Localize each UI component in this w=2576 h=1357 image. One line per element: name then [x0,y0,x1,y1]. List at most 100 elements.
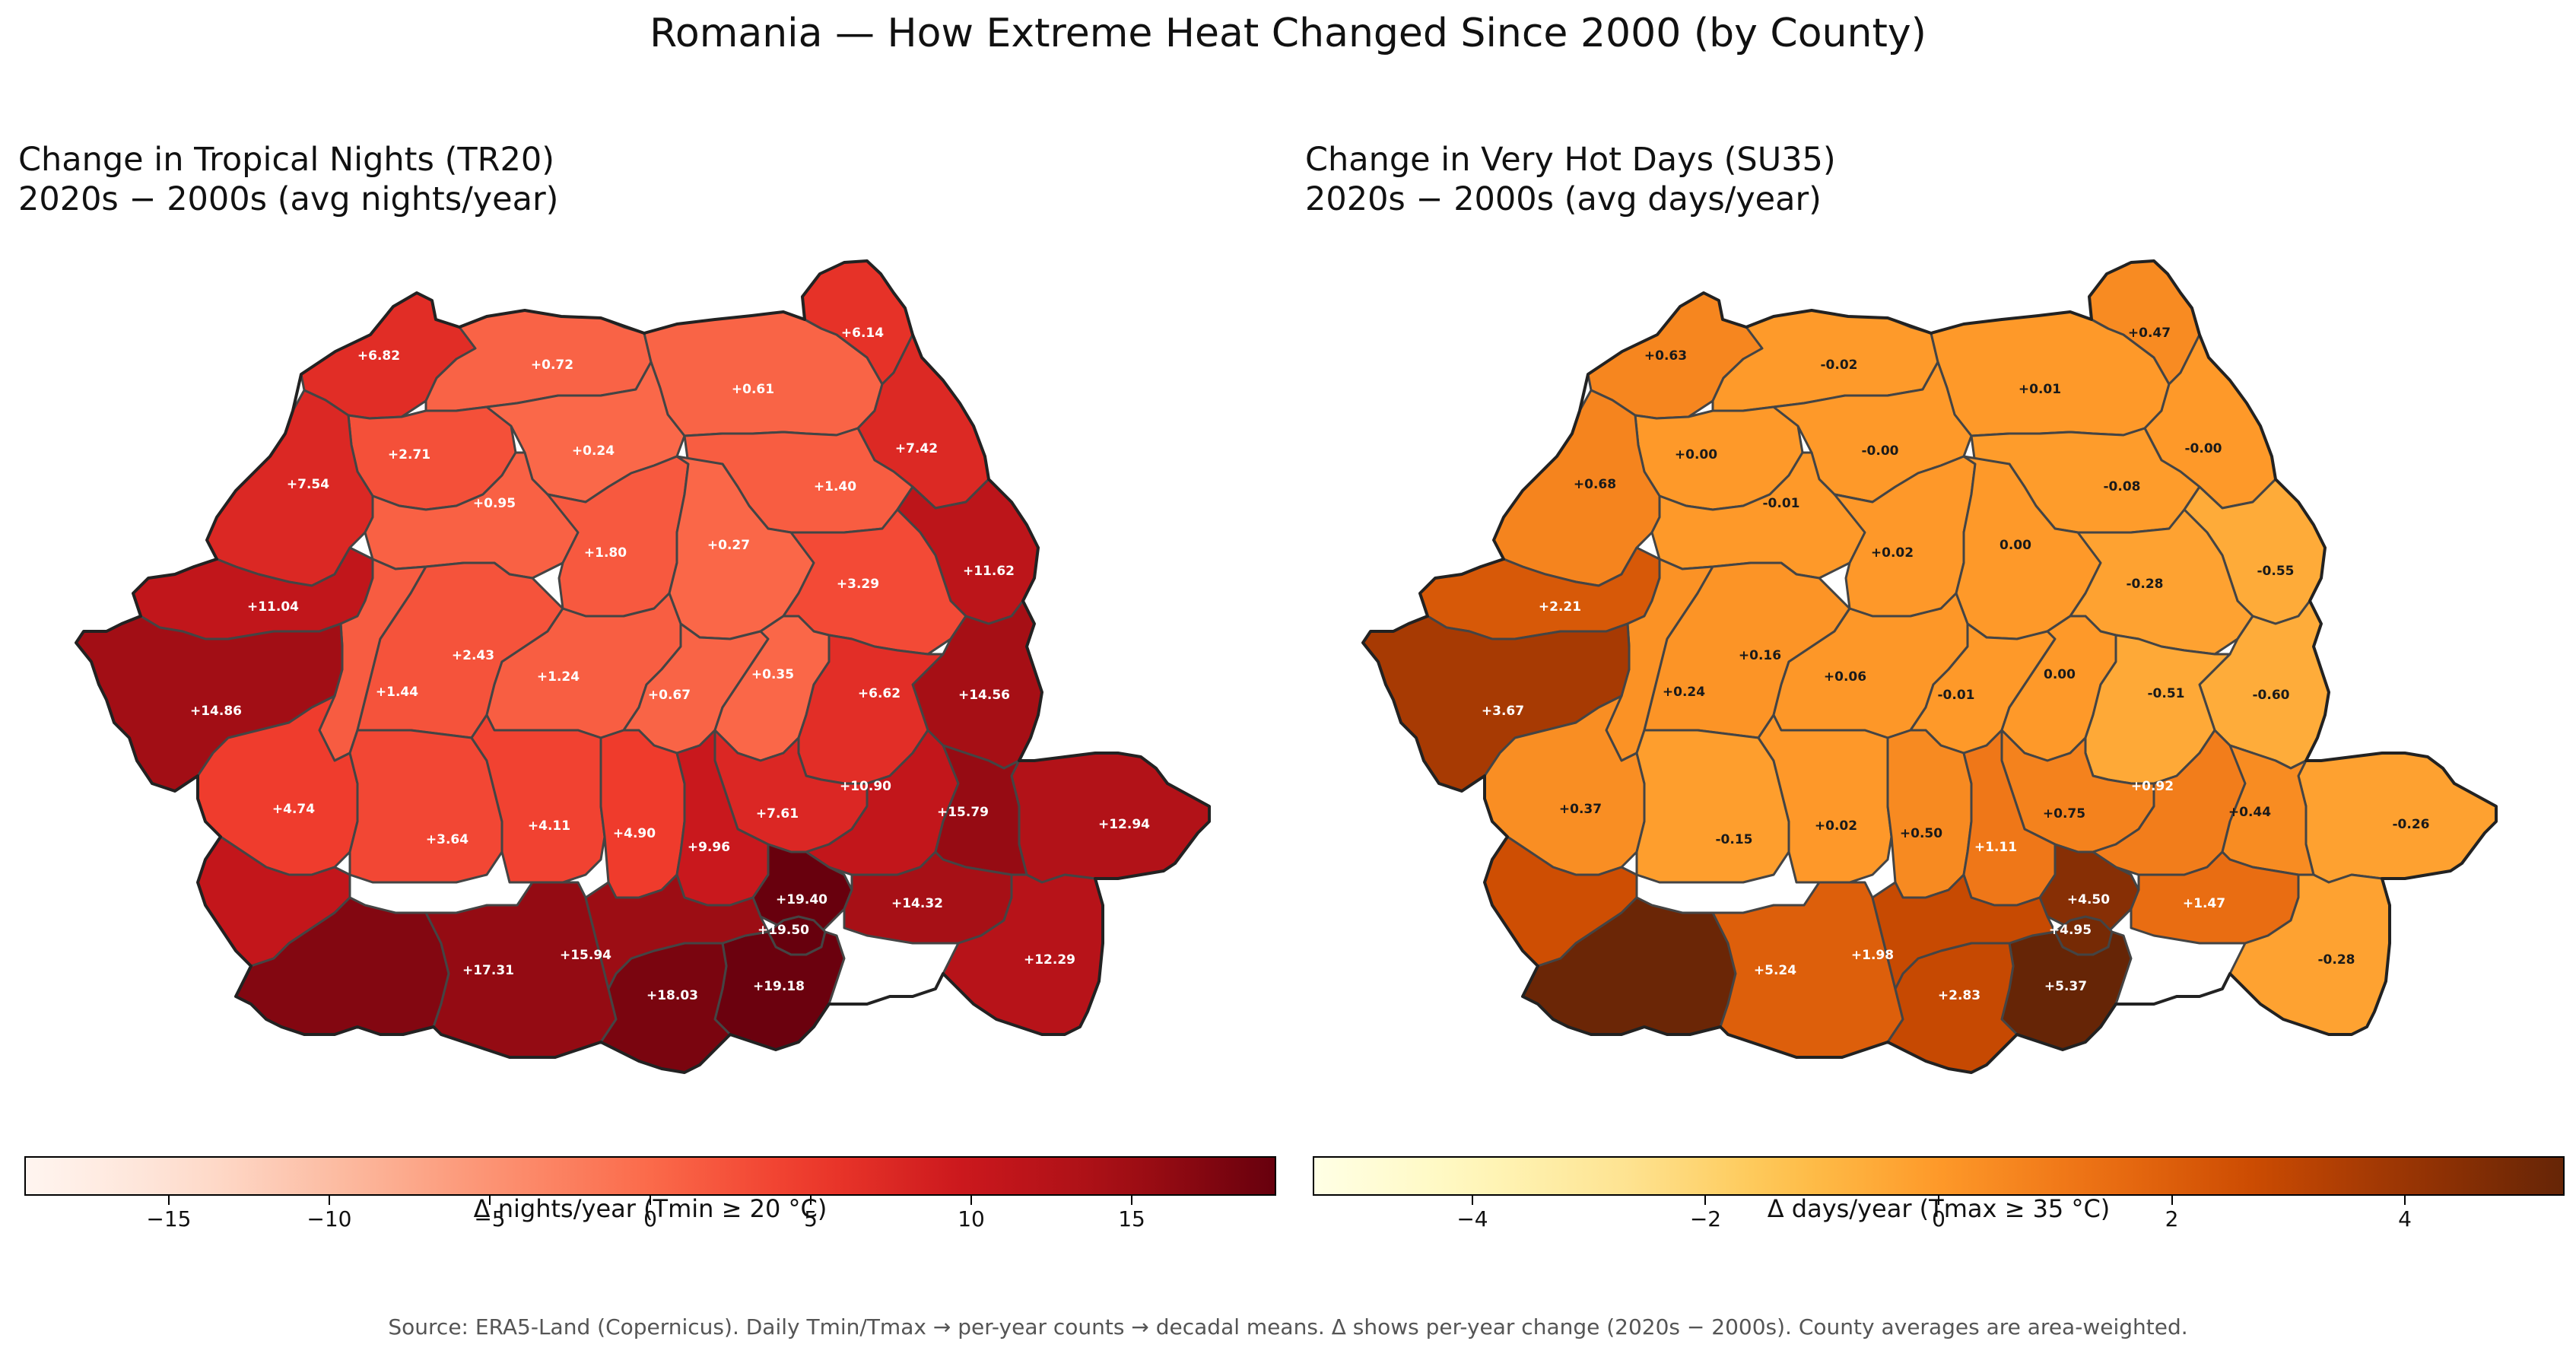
right-colorbar-tick [1704,1196,1707,1205]
su35-value-label-is: -0.00 [2185,441,2222,456]
tr20-value-label-ms: +1.80 [584,545,627,561]
right-colorbar-label: Δ days/year (Tmax ≥ 35 °C) [1767,1194,2111,1223]
tr20-value-label-vn: +0.35 [751,667,794,682]
su35-value-label-cl: +1.47 [2183,896,2225,911]
tr20-value-label-tl: +12.94 [1098,817,1150,832]
su35-value-label-bz: -0.51 [2148,686,2185,701]
su35-value-label-dj: +1.98 [1851,948,1894,963]
tr20-value-label-gl: +14.56 [958,688,1010,703]
left-title-line2: 2020s − 2000s (avg nights/year) [18,180,559,218]
left-colorbar-tick-label: 10 [958,1206,985,1231]
tr20-value-label-gr: +19.18 [753,979,805,994]
su35-value-label-tr: +2.83 [1938,988,1980,1003]
figure-title: Romania — How Extreme Heat Changed Since… [650,11,1926,56]
tr20-value-label-br: +10.90 [840,779,891,794]
tr20-value-label-tr: +18.03 [646,988,698,1003]
left-colorbar-tick-label: 5 [804,1206,818,1231]
right-colorbar-tick-label: 4 [2398,1206,2412,1231]
right-colorbar [1313,1156,2565,1196]
tr20-value-label-cl: +14.32 [891,896,943,911]
tr20-value-label-cs: +10.75 [388,896,440,911]
tr20-value-label-il: +15.79 [937,805,989,820]
right-colorbar-tick-label: −2 [1689,1206,1722,1231]
left-colorbar-tick [810,1196,812,1205]
left-colorbar-tick [328,1196,330,1205]
tr20-value-label-nt: +1.40 [814,479,856,494]
left-colorbar-label: Δ nights/year (Tmin ≥ 20 °C) [473,1194,827,1223]
su35-value-label-cs: +2.61 [1679,896,1722,911]
tr20-value-label-sm: +6.82 [357,348,400,364]
left-colorbar [24,1156,1276,1196]
tr20-county-ag [470,713,606,884]
tr20-value-label-b: +19.50 [758,923,809,938]
tr20-value-label-ct: +12.29 [1024,952,1075,968]
tr20-value-label-sj: +2.71 [388,447,430,462]
su35-value-label-nt: -0.08 [2104,479,2141,494]
tr20-county-ot [584,873,770,990]
right-colorbar-tick-label: −4 [1456,1206,1488,1231]
left-colorbar-tick-label: −5 [474,1206,506,1231]
tr20-value-label-vs: +11.62 [963,564,1015,579]
source-note: Source: ERA5-Land (Copernicus). Daily Tm… [388,1314,2188,1340]
su35-value-label-ms: +0.02 [1871,545,1914,561]
su35-value-label-cj: -0.01 [1763,496,1800,511]
left-panel-title: Change in Tropical Nights (TR20) 2020s −… [18,140,558,219]
su35-value-label-vl: -0.15 [1716,832,1753,847]
right-title-line1: Change in Very Hot Days (SU35) [1305,141,1836,179]
tr20-value-label-sb: +2.43 [452,648,494,663]
right-colorbar-tick [1938,1196,1939,1205]
right-map: +0.63 -0.02 +0.01 +0.47 +0.00 -0.00 +0.68 -0.00… [1361,259,2498,1074]
su35-value-label-ab: +0.24 [1663,685,1705,700]
tr20-value-label-ab: +1.44 [376,685,418,700]
tr20-value-label-bn: +0.24 [572,443,615,459]
su35-value-label-gl: -0.60 [2253,688,2290,703]
right-colorbar-tick-label: 0 [1932,1206,1945,1231]
su35-county-db [1886,729,1973,899]
su35-county-ag [1757,713,1893,884]
right-colorbar-tick [1471,1196,1473,1205]
tr20-value-label-hd: +4.74 [272,802,315,817]
right-colorbar-tick-label: 2 [2165,1206,2179,1231]
tr20-value-label-mm: +0.72 [531,358,573,373]
su35-county-vl [1635,729,1790,884]
left-title-line1: Change in Tropical Nights (TR20) [18,141,555,179]
tr20-value-label-if: +19.40 [776,892,827,907]
su35-value-label-b: +4.95 [2049,923,2092,938]
su35-value-label-bc: -0.28 [2127,577,2164,592]
tr20-value-label-tm: +14.86 [190,704,242,719]
su35-value-label-sm: +0.63 [1644,348,1687,364]
left-colorbar-tick-label: −10 [307,1206,352,1231]
su35-value-label-ot: +2.81 [2175,946,2218,961]
tr20-county-db [599,729,686,899]
tr20-value-label-bv: +1.24 [537,669,580,685]
su35-value-label-vn: 0.00 [2044,667,2076,682]
tr20-value-label-mh: +17.31 [462,963,514,978]
su35-value-label-pr: +1.11 [1974,840,2017,855]
right-title-line2: 2020s − 2000s (avg days/year) [1305,180,1822,218]
right-colorbar-tick [2404,1196,2406,1205]
su35-value-label-bv: +0.06 [1824,669,1866,685]
tr20-country-outline [75,259,1211,1074]
su35-county-ot [1871,873,2057,990]
su35-value-label-br: +0.92 [2131,779,2174,794]
tr20-value-label-ot: +15.33 [884,946,935,961]
tr20-value-label-pr: +9.96 [688,840,730,855]
su35-value-label-cv: -0.01 [1938,688,1975,703]
su35-country-outline [1361,259,2498,1074]
su35-value-label-hd: +0.37 [1559,802,1602,817]
su35-value-label-hr: 0.00 [1999,538,2031,553]
su35-value-label-bh: +0.68 [1574,477,1616,492]
left-colorbar-tick-label: 15 [1118,1206,1145,1231]
left-colorbar-tick [167,1196,170,1205]
tr20-value-label-ag: +4.11 [528,818,570,834]
right-colorbar-tick [2171,1196,2173,1205]
tr20-value-label-bc: +3.29 [837,577,879,592]
su35-value-label-vs: -0.55 [2257,564,2295,579]
left-colorbar-tick [488,1196,491,1205]
su35-value-label-bt: +0.47 [2128,326,2171,341]
su35-value-label-ph: +0.75 [2043,806,2085,822]
su35-value-label-ct: -0.28 [2318,952,2355,968]
su35-value-label-tl: -0.26 [2393,817,2430,832]
tr20-value-label-bt: +6.14 [841,326,884,341]
tr20-value-label-is: +7.42 [895,441,938,456]
